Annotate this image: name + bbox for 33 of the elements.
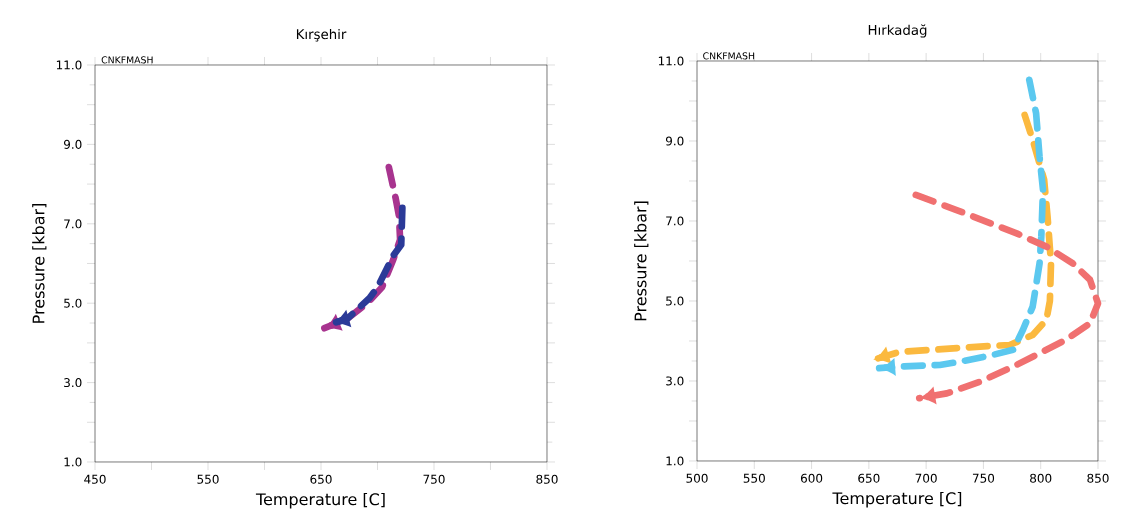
y-tick-label: 9.0 bbox=[63, 139, 82, 149]
x-tick-label: 650 bbox=[858, 473, 880, 483]
x-axis-title: Temperature [C] bbox=[255, 492, 385, 509]
x-tick-label: 550 bbox=[743, 473, 765, 483]
chart-title: Hırkadağ bbox=[868, 24, 927, 38]
x-tick-label: 750 bbox=[972, 473, 995, 483]
x-tick-label: 700 bbox=[915, 473, 937, 483]
y-tick-label: 5.0 bbox=[666, 296, 684, 306]
y-tick-label: 1.0 bbox=[666, 456, 684, 466]
y-tick-label: 3.0 bbox=[666, 376, 684, 386]
x-tick-label: 800 bbox=[1030, 473, 1052, 483]
x-tick-label: 450 bbox=[84, 474, 106, 484]
y-axis-title: Pressure [kbar] bbox=[634, 201, 649, 321]
y-tick-label: 7.0 bbox=[64, 219, 82, 229]
text: CNKFMASH bbox=[703, 52, 755, 60]
x-tick-label: 500 bbox=[686, 473, 708, 483]
y-tick-label: 5.0 bbox=[64, 298, 82, 308]
y-tick-label: 3.0 bbox=[64, 378, 82, 388]
text: CNKFMASH bbox=[101, 56, 153, 64]
y-tick-label: 11.0 bbox=[658, 56, 684, 66]
y-tick-label: 11.0 bbox=[56, 60, 82, 70]
x-axis-title: Temperature [C] bbox=[832, 491, 962, 508]
y-tick-label: 1.0 bbox=[64, 457, 82, 467]
x-tick-label: 550 bbox=[197, 474, 219, 484]
x-tick-label: 850 bbox=[1087, 473, 1109, 483]
x-tick-label: 600 bbox=[800, 473, 823, 483]
x-tick-label: 650 bbox=[310, 474, 332, 484]
y-tick-label: 7.0 bbox=[666, 216, 684, 226]
chart-title: Kırşehir bbox=[296, 28, 347, 42]
x-tick-label: 750 bbox=[423, 474, 445, 484]
x-tick-label: 850 bbox=[536, 474, 558, 484]
y-tick-label: 9.0 bbox=[665, 136, 684, 146]
y-axis-title: Pressure [kbar] bbox=[32, 204, 47, 323]
